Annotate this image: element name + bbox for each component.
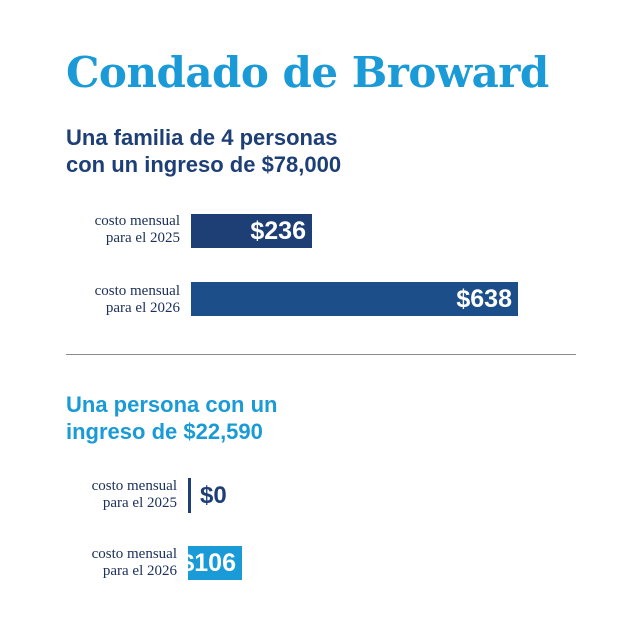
row-label-line1: costo mensual (91, 546, 177, 562)
individual-bar-2026: $106 (180, 546, 242, 580)
row-label-line1: costo mensual (94, 213, 180, 229)
family-subtitle-line1: Una familia de 4 personas (66, 125, 338, 150)
row-label-line2: para el 2026 (102, 563, 177, 579)
family-bar-2025: $236 (191, 214, 312, 248)
individual-row-label-2026: costo mensual para el 2026 (0, 546, 177, 580)
row-label-line2: para el 2025 (102, 495, 177, 511)
individual-bar-2026-value: $106 (180, 548, 236, 577)
row-label-line2: para el 2025 (105, 230, 180, 246)
row-label-line1: costo mensual (94, 283, 180, 299)
family-subtitle-line2: con un ingreso de $78,000 (66, 152, 342, 177)
row-label-line2: para el 2026 (105, 300, 180, 316)
individual-bar-2025-value: $0 (200, 482, 227, 509)
individual-subtitle-line2: ingreso de $22,590 (66, 419, 263, 444)
family-row-label-2025: costo mensual para el 2025 (0, 213, 180, 247)
family-bar-2026-value: $638 (456, 284, 512, 313)
family-bar-2025-value: $236 (250, 216, 306, 245)
individual-subtitle: Una persona con un ingreso de $22,590 (66, 391, 277, 445)
row-label-line1: costo mensual (91, 478, 177, 494)
family-subtitle: Una familia de 4 personas con un ingreso… (66, 124, 341, 178)
section-divider (66, 354, 576, 355)
individual-row-label-2025: costo mensual para el 2025 (0, 478, 177, 512)
family-bar-2026: $638 (191, 282, 518, 316)
family-row-label-2026: costo mensual para el 2026 (0, 283, 180, 317)
individual-bar-2025-zero-line (188, 478, 191, 513)
individual-subtitle-line1: Una persona con un (66, 392, 278, 417)
chart-title: Condado de Broward (66, 48, 549, 97)
